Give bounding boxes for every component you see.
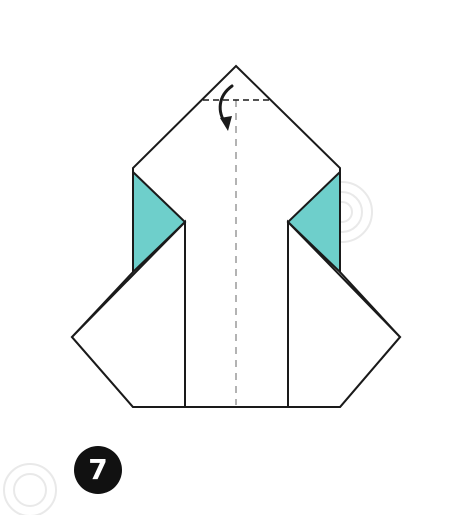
curved-arrow-down-icon — [218, 84, 234, 131]
right-colored-flap — [286, 169, 341, 275]
left-colored-flap — [132, 169, 187, 275]
step-number-label: 7 — [88, 453, 108, 486]
watermark — [3, 181, 373, 515]
right-inner-flap — [287, 219, 402, 408]
left-inner-flap — [70, 219, 186, 408]
step-number-badge: 7 — [74, 446, 122, 494]
